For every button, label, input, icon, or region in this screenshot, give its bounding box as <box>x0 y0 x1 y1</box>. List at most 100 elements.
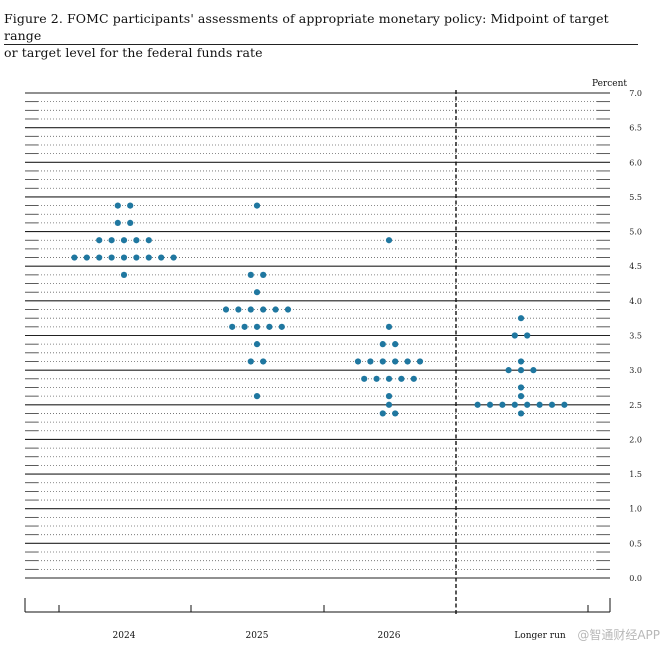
participant-dot <box>392 358 399 365</box>
y-tick-label: 2.5 <box>629 401 642 410</box>
participant-dot <box>170 254 177 261</box>
participant-dot <box>96 237 103 244</box>
participant-dot <box>284 306 292 313</box>
figure-title-line-2: or target level for the federal funds ra… <box>4 45 263 60</box>
participant-dot <box>524 332 531 339</box>
x-category-label: 2025 <box>246 631 269 641</box>
y-tick-label: 3.5 <box>629 332 642 341</box>
participant-dot <box>474 401 481 408</box>
participant-dot <box>385 393 393 400</box>
x-category-label: 2026 <box>378 631 401 641</box>
participant-dot <box>505 367 512 374</box>
participant-dot <box>517 393 525 400</box>
participant-dot <box>517 410 525 417</box>
y-tick-label: 0.0 <box>629 574 642 583</box>
y-tick-label: 1.5 <box>629 470 642 479</box>
participant-dot <box>120 271 128 278</box>
participant-dot <box>222 306 230 313</box>
participant-dot <box>229 323 236 330</box>
y-tick-label: 5.5 <box>629 193 642 202</box>
participant-dot <box>385 401 393 408</box>
participant-dot <box>247 306 254 313</box>
participant-dot <box>241 323 248 330</box>
figure-title-line-1: Figure 2. FOMC participants' assessments… <box>4 11 609 43</box>
participant-dot <box>530 367 537 374</box>
participant-dot <box>561 401 568 408</box>
participant-dot <box>120 254 128 261</box>
participant-dot <box>83 254 90 261</box>
participant-dot <box>278 323 285 330</box>
participant-dot <box>486 401 494 408</box>
y-axis-label: Percent <box>592 79 627 89</box>
y-tick-label: 4.5 <box>629 262 642 271</box>
participant-dot <box>247 358 254 365</box>
participant-dot <box>511 401 518 408</box>
participant-dot <box>517 367 525 374</box>
participant-dot <box>120 237 128 244</box>
participant-dot <box>108 254 115 261</box>
participant-dot <box>235 306 242 313</box>
y-tick-label: 4.0 <box>629 297 642 306</box>
participant-dot <box>379 410 386 417</box>
participant-dot <box>260 358 267 365</box>
title-rule <box>4 44 638 45</box>
participant-dot <box>260 306 267 313</box>
participant-dot <box>511 332 518 339</box>
participant-dot <box>133 237 140 244</box>
participant-dot <box>398 375 405 382</box>
y-tick-label: 3.0 <box>629 366 642 375</box>
participant-dot <box>71 254 78 261</box>
participant-dot <box>517 358 525 365</box>
participant-dot <box>145 237 152 244</box>
y-tick-label: 2.0 <box>629 435 642 444</box>
participant-dot <box>385 237 393 244</box>
figure-title: Figure 2. FOMC participants' assessments… <box>4 10 644 61</box>
participant-dot <box>416 358 424 365</box>
participant-dot <box>379 341 386 348</box>
participant-dot <box>253 393 261 400</box>
participant-dot <box>536 401 543 408</box>
participant-dot <box>127 202 134 209</box>
participant-dot <box>114 202 121 209</box>
participant-dot <box>548 401 556 408</box>
y-tick-label: 5.0 <box>629 228 642 237</box>
participant-dot <box>379 358 386 365</box>
y-tick-label: 6.5 <box>629 124 642 133</box>
participant-dot <box>361 375 368 382</box>
participant-dot <box>524 401 531 408</box>
participant-dot <box>127 219 134 227</box>
participant-dot <box>517 384 525 391</box>
participant-dot <box>260 271 267 278</box>
participant-dot <box>158 254 165 261</box>
participant-dot <box>96 254 103 261</box>
x-category-label: Longer run <box>514 631 566 641</box>
participant-dot <box>108 237 115 244</box>
y-tick-label: 1.0 <box>629 505 642 514</box>
y-tick-label: 0.5 <box>629 539 642 548</box>
participant-dot <box>145 254 152 261</box>
participant-dot <box>253 289 261 296</box>
participant-dot <box>367 358 374 365</box>
participant-dot <box>247 271 254 278</box>
participant-dot <box>373 375 380 382</box>
participant-dot <box>499 401 506 408</box>
participant-dot <box>253 323 261 330</box>
participant-dot <box>385 375 393 382</box>
participant-dot <box>354 358 362 365</box>
participant-dot <box>266 323 273 330</box>
participant-dot <box>385 323 393 330</box>
participant-dot <box>392 341 399 348</box>
participant-dot <box>392 410 399 417</box>
participant-dot <box>410 375 417 382</box>
participant-dot <box>517 315 525 322</box>
participant-dot <box>404 358 411 365</box>
participant-dot <box>114 219 121 227</box>
participant-dot <box>253 341 261 348</box>
y-tick-label: 6.0 <box>629 158 642 167</box>
watermark: @智通财经APP <box>577 628 660 642</box>
participant-dot <box>253 202 261 209</box>
y-tick-label: 7.0 <box>629 89 642 98</box>
participant-dot <box>272 306 279 313</box>
participant-dot <box>133 254 140 261</box>
